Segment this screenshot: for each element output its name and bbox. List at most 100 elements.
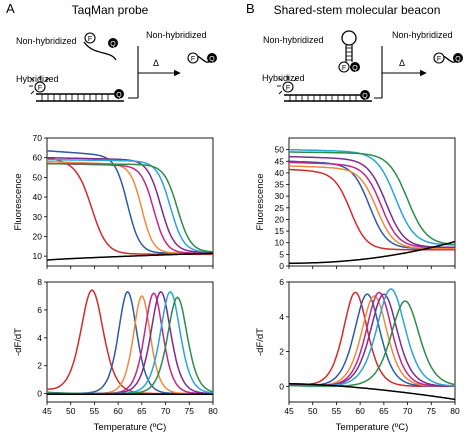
series-line-orange [46,160,213,254]
y-axis-label: -dF/dT [255,328,266,356]
series-line-magenta [47,162,213,254]
x-tick-label: 65 [137,406,147,416]
x-tick-label: 45 [284,406,294,416]
y-tick-label: 10 [275,238,285,248]
plot-frame [288,281,456,403]
panel-a-label-non-hybridized-right: Non-hybridized [146,30,207,40]
quencher-label: Q [352,65,358,72]
chart-a-derivative: 45 50 55 60 65 70 75 80 0 2 4 6 8 -dF/dT Temperature (… [13,277,218,433]
series-line-black [289,240,456,264]
fluorophore-label: F [437,56,441,63]
y-tick-label: 4 [37,333,42,343]
emission-rays-icon [29,76,50,95]
y-axis-label: Fluorescence [255,173,266,230]
panel-b-bracket [374,46,383,99]
series-line-cyan [288,148,455,246]
y-tick-label: 50 [275,145,285,155]
series-line-green [46,296,214,395]
panel-b-header: B Shared-stem molecular beacon [246,1,440,17]
y-tick-label: 30 [33,212,43,222]
y-tick-label: 5 [279,249,284,259]
y-tick-label: 35 [275,180,285,190]
x-tick-label: 55 [332,406,342,416]
x-tick-label: 55 [90,406,100,416]
panel-b-label-non-hybridized-right: Non-hybridized [392,30,453,40]
chart-b-derivative: 45 50 55 60 65 70 75 80 0 2 4 6 -dF/dT Temperature (º… [255,277,460,433]
chart-a-fluorescence: 10 20 30 40 50 60 70 Fluorescence [13,133,214,269]
y-tick-label: 6 [279,277,284,287]
x-tick-label: 80 [208,406,218,416]
y-tick-label: 45 [275,156,285,166]
y-axis-label: -dF/dT [13,328,24,356]
series-line-green [289,300,456,387]
emission-rays-icon [277,76,298,95]
fluorophore-icon [187,52,199,64]
panel-b-hybridized-beacon: F Q [277,76,372,102]
y-tick-label: 4 [279,312,284,322]
y-tick-label: 10 [33,251,43,261]
plot-frame [288,137,456,267]
fluorophore-label: F [191,56,195,63]
y-tick-label: 2 [37,361,42,371]
panel-b-diagram: Non-hybridized Hybridized Non-hybridized… [262,30,463,102]
y-tick-label: 70 [33,133,43,143]
x-tick-label: 50 [66,406,76,416]
y-tick-label: 25 [275,203,285,213]
panel-a-title: TaqMan probe [72,3,149,17]
y-tick-label: 40 [275,168,285,178]
series-line-red [289,168,455,251]
panel-b-delta: Δ [399,58,405,68]
fluorophore-icon [34,81,46,93]
fluorophore-icon [282,81,294,93]
x-tick-label: 75 [427,406,437,416]
y-tick-label: 30 [275,191,285,201]
plot-frame [46,137,214,267]
series-line-black [46,252,213,261]
x-tick-label: 70 [161,406,171,416]
fluorophore-label: F [88,36,92,43]
fluorophore-label: F [38,85,42,92]
quencher-label: Q [362,93,368,100]
series-line-orange [46,295,213,395]
panel-b-letter: B [246,1,255,16]
quencher-icon [350,62,360,72]
quencher-icon [453,53,463,63]
x-tick-label: 60 [113,406,123,416]
panel-a-released-probe: F Q [187,52,217,64]
x-tick-label: 65 [379,406,389,416]
y-tick-label: 2 [279,347,284,357]
series-line-cyan [289,288,456,387]
y-tick-label: 40 [33,192,43,202]
y-tick-label: 50 [33,172,43,182]
x-tick-label: 70 [403,406,413,416]
panel-a-hybridized-probe: F Q [29,76,124,102]
panel-a-diagram: Non-hybridized Hybridized Non-hybridized… [16,30,217,102]
panel-b-label-hybridized: Hybridized [262,73,305,83]
series-line-green [47,162,214,253]
y-tick-label: 8 [37,277,42,287]
quencher-icon [114,89,124,99]
panel-b-hairpin-beacon: F Q [338,30,360,73]
x-tick-label: 80 [450,406,460,416]
series-line-magenta [288,291,455,388]
fluorophore-label: F [286,85,290,92]
quencher-icon [108,38,118,48]
y-tick-label: 20 [33,231,43,241]
panel-a-label-hybridized: Hybridized [16,74,59,84]
quencher-label: Q [455,56,461,63]
y-axis-label: Fluorescence [13,173,24,230]
panel-b-title: Shared-stem molecular beacon [274,3,441,17]
series-line-red [46,157,213,255]
quencher-icon [360,90,370,100]
panel-a-header: A TaqMan probe [6,1,149,17]
plot-frame [46,281,214,403]
panel-a-bracket [128,46,139,99]
x-tick-label: 45 [42,406,52,416]
x-tick-label: 50 [308,406,318,416]
y-tick-label: 6 [37,305,42,315]
panel-a-letter: A [6,1,15,16]
series-line-black [289,382,456,401]
panel-a-label-non-hybridized-left: Non-hybridized [16,36,77,46]
